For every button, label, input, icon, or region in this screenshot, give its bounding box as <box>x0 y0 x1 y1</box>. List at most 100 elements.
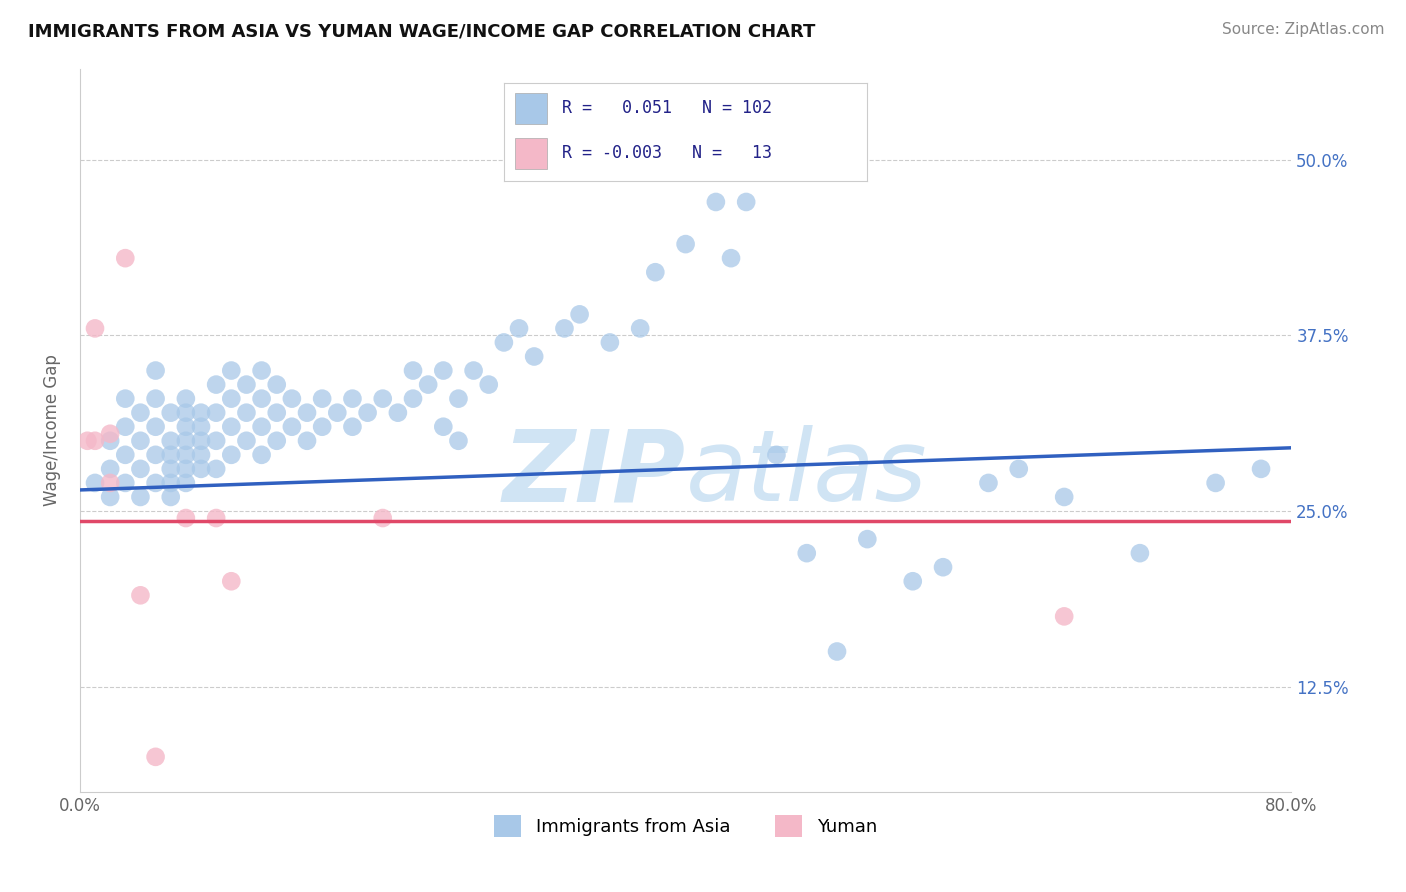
Point <box>145 448 167 462</box>
Point <box>250 419 273 434</box>
Point <box>145 363 167 377</box>
Point <box>76 434 98 448</box>
Point <box>825 644 848 658</box>
Point <box>311 392 333 406</box>
Point <box>704 194 727 209</box>
Point <box>371 392 394 406</box>
Point <box>190 448 212 462</box>
Point <box>402 392 425 406</box>
Point <box>447 392 470 406</box>
Point <box>221 363 243 377</box>
Point <box>295 406 318 420</box>
Point <box>98 475 121 490</box>
Point <box>145 749 167 764</box>
Point <box>447 434 470 448</box>
Text: ZIP: ZIP <box>502 425 686 522</box>
Point <box>281 419 304 434</box>
Point <box>266 434 288 448</box>
Point <box>628 321 651 335</box>
Point <box>765 448 787 462</box>
Point <box>387 406 409 420</box>
Point <box>145 392 167 406</box>
Point <box>266 377 288 392</box>
Point <box>159 462 181 476</box>
Point <box>174 434 197 448</box>
Point <box>901 574 924 589</box>
Point <box>190 462 212 476</box>
Point <box>1250 462 1272 476</box>
Point <box>735 194 758 209</box>
Point <box>98 490 121 504</box>
Point <box>523 350 546 364</box>
Point <box>174 448 197 462</box>
Point <box>129 490 152 504</box>
Point <box>235 406 257 420</box>
Point <box>311 419 333 434</box>
Point <box>159 434 181 448</box>
Point <box>295 434 318 448</box>
Point <box>174 406 197 420</box>
Point <box>675 237 697 252</box>
Point <box>129 406 152 420</box>
Point <box>205 377 228 392</box>
Point <box>159 490 181 504</box>
Y-axis label: Wage/Income Gap: Wage/Income Gap <box>44 354 60 506</box>
Point <box>856 532 879 546</box>
Point <box>492 335 515 350</box>
Point <box>402 363 425 377</box>
Point <box>326 406 349 420</box>
Point <box>463 363 485 377</box>
Point <box>98 426 121 441</box>
Point <box>720 251 742 265</box>
Point <box>114 475 136 490</box>
Point <box>174 392 197 406</box>
Point <box>418 377 440 392</box>
Point <box>221 574 243 589</box>
Point <box>235 377 257 392</box>
Text: IMMIGRANTS FROM ASIA VS YUMAN WAGE/INCOME GAP CORRELATION CHART: IMMIGRANTS FROM ASIA VS YUMAN WAGE/INCOM… <box>28 22 815 40</box>
Point <box>129 588 152 602</box>
Point <box>342 392 364 406</box>
Point <box>796 546 818 560</box>
Point <box>205 434 228 448</box>
Point <box>84 475 107 490</box>
Point <box>250 448 273 462</box>
Point <box>205 511 228 525</box>
Point <box>174 419 197 434</box>
Legend: Immigrants from Asia, Yuman: Immigrants from Asia, Yuman <box>486 808 884 845</box>
Point <box>145 419 167 434</box>
Point <box>281 392 304 406</box>
Point <box>1053 609 1076 624</box>
Point <box>174 511 197 525</box>
Point <box>478 377 501 392</box>
Point <box>98 462 121 476</box>
Point <box>250 392 273 406</box>
Point <box>174 475 197 490</box>
Point <box>356 406 378 420</box>
Point <box>129 462 152 476</box>
Point <box>235 434 257 448</box>
Point <box>205 462 228 476</box>
Point <box>129 434 152 448</box>
Point <box>159 475 181 490</box>
Point <box>342 419 364 434</box>
Point <box>114 392 136 406</box>
Point <box>1008 462 1031 476</box>
Point <box>190 406 212 420</box>
Point <box>114 251 136 265</box>
Point <box>371 511 394 525</box>
Point <box>644 265 666 279</box>
Point <box>221 419 243 434</box>
Point <box>432 363 454 377</box>
Point <box>553 321 575 335</box>
Point <box>145 475 167 490</box>
Point <box>98 434 121 448</box>
Point <box>1205 475 1227 490</box>
Point <box>1053 490 1076 504</box>
Point <box>174 462 197 476</box>
Point <box>190 419 212 434</box>
Text: Source: ZipAtlas.com: Source: ZipAtlas.com <box>1222 22 1385 37</box>
Point <box>266 406 288 420</box>
Point <box>432 419 454 434</box>
Point <box>221 448 243 462</box>
